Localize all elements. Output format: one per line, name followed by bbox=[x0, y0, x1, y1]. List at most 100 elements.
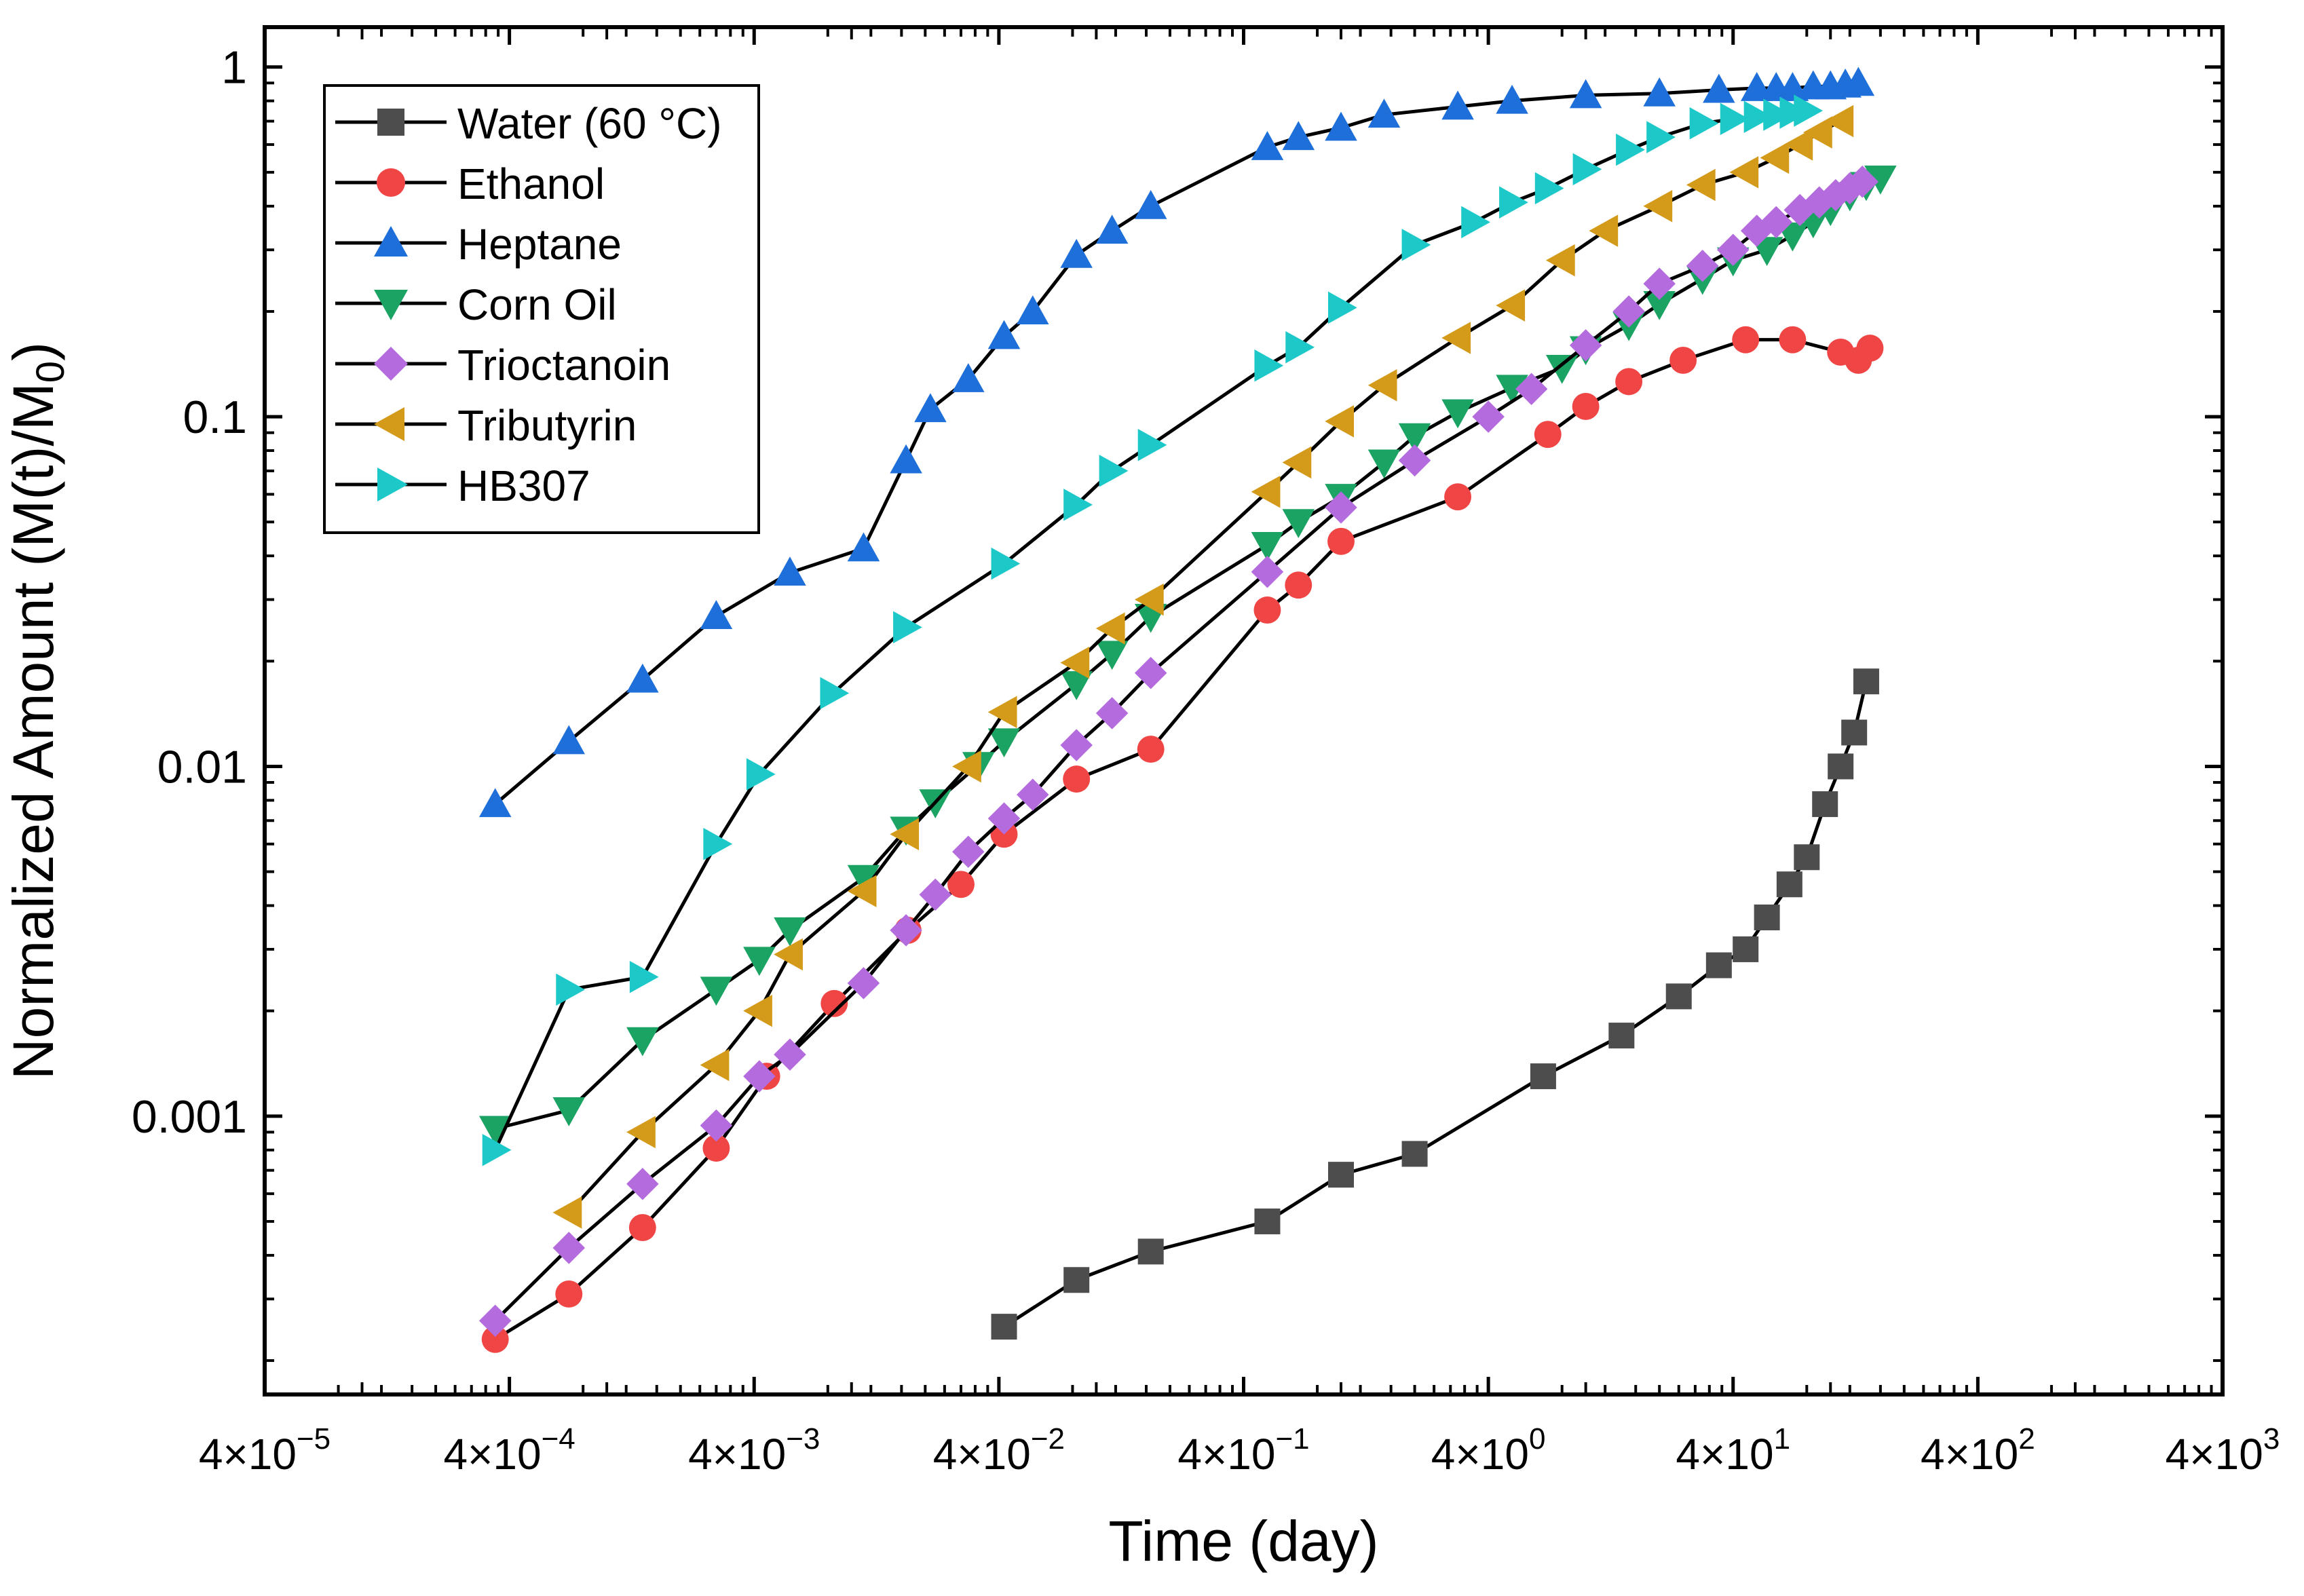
data-point bbox=[847, 532, 880, 562]
legend-entry: Heptane bbox=[335, 220, 622, 269]
data-point bbox=[952, 363, 985, 392]
data-point bbox=[1545, 244, 1575, 277]
data-point bbox=[1828, 753, 1854, 780]
data-point bbox=[1282, 446, 1312, 479]
data-point bbox=[774, 917, 806, 947]
data-point bbox=[1856, 335, 1884, 362]
data-point bbox=[746, 758, 776, 791]
data-point bbox=[478, 1116, 512, 1145]
data-point bbox=[1095, 214, 1129, 244]
data-point bbox=[1760, 206, 1793, 239]
data-point bbox=[1285, 571, 1312, 599]
data-point bbox=[1705, 952, 1732, 978]
legend-label: Trioctanoin bbox=[457, 341, 671, 390]
data-point bbox=[1779, 326, 1807, 354]
data-point bbox=[1853, 668, 1879, 695]
legend-label: Heptane bbox=[457, 220, 622, 269]
data-point bbox=[1783, 128, 1813, 161]
data-point bbox=[847, 967, 880, 1000]
x-axis: 4×10−5 4×10−4 4×10−3 4×10−2 4×10−1 4×100 4×101… bbox=[199, 27, 2280, 1479]
data-point bbox=[847, 864, 880, 894]
legend-marker bbox=[377, 168, 405, 197]
data-point bbox=[482, 1134, 512, 1166]
legend-entry: Trioctanoin bbox=[335, 341, 671, 390]
data-point bbox=[1328, 291, 1357, 324]
data-point bbox=[552, 1196, 582, 1229]
data-point bbox=[1717, 233, 1750, 266]
data-point bbox=[1646, 121, 1676, 153]
data-point bbox=[1530, 1063, 1556, 1090]
data-point bbox=[552, 725, 586, 755]
data-point bbox=[1686, 250, 1719, 282]
data-point bbox=[1441, 90, 1474, 120]
data-point bbox=[1285, 330, 1315, 364]
data-point bbox=[555, 1280, 583, 1308]
legend-marker bbox=[374, 407, 404, 441]
data-point bbox=[1063, 1267, 1090, 1293]
data-point bbox=[1763, 98, 1793, 131]
data-point bbox=[552, 1097, 586, 1126]
data-point bbox=[743, 1060, 776, 1092]
data-point bbox=[1444, 483, 1472, 511]
data-point bbox=[700, 600, 733, 629]
data-point bbox=[1461, 206, 1490, 239]
data-point bbox=[1665, 983, 1692, 1010]
data-point bbox=[1515, 373, 1548, 406]
y-tick-label: 1 bbox=[221, 42, 247, 94]
series-5 bbox=[552, 104, 1854, 1229]
data-point bbox=[702, 1135, 730, 1162]
data-point bbox=[1803, 116, 1832, 149]
data-point bbox=[1134, 190, 1167, 219]
data-point bbox=[1060, 239, 1093, 268]
data-point bbox=[1095, 697, 1129, 729]
data-point bbox=[1794, 94, 1824, 127]
data-point bbox=[1251, 131, 1284, 160]
data-point bbox=[1441, 322, 1471, 354]
legend-marker bbox=[377, 468, 408, 501]
data-point bbox=[1496, 84, 1528, 114]
data-point bbox=[1134, 657, 1167, 689]
data-point bbox=[1328, 1162, 1355, 1188]
data-point bbox=[991, 547, 1021, 580]
x-tick-label: 4×10−3 bbox=[688, 1422, 820, 1479]
data-point bbox=[1137, 429, 1167, 461]
data-point bbox=[847, 875, 877, 907]
data-point bbox=[1499, 186, 1528, 219]
data-point bbox=[1846, 165, 1879, 198]
data-point bbox=[1060, 729, 1093, 761]
data-point bbox=[1367, 98, 1401, 128]
data-point bbox=[1534, 421, 1562, 449]
data-point bbox=[1472, 400, 1505, 433]
data-point bbox=[1534, 172, 1564, 205]
y-tick-label: 0.01 bbox=[157, 741, 247, 793]
data-point bbox=[481, 1325, 509, 1353]
data-point bbox=[1327, 527, 1355, 555]
data-point bbox=[1864, 166, 1897, 195]
data-point bbox=[1643, 190, 1673, 223]
data-point bbox=[1824, 104, 1854, 138]
data-point bbox=[919, 878, 951, 911]
data-point bbox=[820, 989, 848, 1017]
data-point bbox=[774, 1038, 806, 1071]
y-axis-label: Normalized Amount (M(t)/M0) bbox=[1, 342, 73, 1080]
data-point bbox=[890, 444, 922, 474]
data-point bbox=[1569, 329, 1602, 362]
legend-label: HB307 bbox=[457, 461, 590, 510]
data-point bbox=[1743, 100, 1773, 133]
data-point bbox=[556, 973, 586, 1006]
data-point bbox=[1545, 355, 1579, 384]
data-point bbox=[1367, 369, 1397, 402]
data-point bbox=[629, 960, 659, 993]
x-tick-label: 4×101 bbox=[1676, 1422, 1790, 1479]
data-point bbox=[552, 1232, 586, 1264]
series-2 bbox=[478, 66, 1875, 818]
data-point bbox=[478, 1304, 512, 1337]
data-point bbox=[1760, 141, 1790, 174]
legend-entry: Ethanol bbox=[335, 159, 605, 208]
x-tick-label: 4×10−5 bbox=[199, 1422, 331, 1479]
data-point bbox=[1254, 1208, 1281, 1234]
data-point bbox=[626, 1027, 659, 1057]
data-point bbox=[626, 1116, 656, 1149]
data-point bbox=[774, 938, 803, 971]
